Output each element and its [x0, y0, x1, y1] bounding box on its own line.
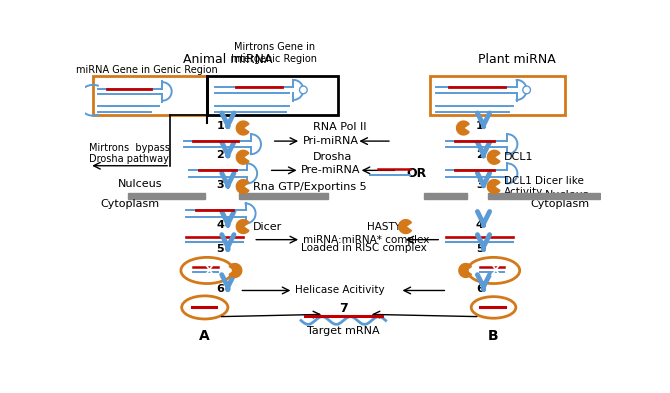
- Text: Mirtrons Gene in
Intergenic Region: Mirtrons Gene in Intergenic Region: [231, 42, 317, 64]
- Text: OR: OR: [407, 167, 427, 180]
- Bar: [128, 193, 205, 199]
- Wedge shape: [456, 121, 469, 135]
- Bar: [424, 193, 466, 199]
- Wedge shape: [399, 220, 411, 233]
- Text: Animal miRNA: Animal miRNA: [183, 53, 273, 66]
- Text: 5: 5: [476, 244, 484, 254]
- Circle shape: [299, 86, 307, 94]
- Text: RNA Pol II: RNA Pol II: [313, 122, 366, 132]
- Text: Dicer: Dicer: [253, 222, 282, 231]
- Text: Cytoplasm: Cytoplasm: [100, 199, 160, 209]
- Text: Mirtrons  bypass
Drosha pathway: Mirtrons bypass Drosha pathway: [89, 143, 170, 164]
- Text: Nucleus: Nucleus: [545, 190, 590, 200]
- Text: Plant miRNA: Plant miRNA: [478, 53, 555, 66]
- Text: miRNA:miRNA* complex: miRNA:miRNA* complex: [303, 235, 429, 245]
- Text: 2: 2: [476, 151, 484, 160]
- Text: DCL1: DCL1: [504, 152, 533, 162]
- Text: 2: 2: [216, 151, 224, 160]
- Text: miRNA Gene in Genic Region: miRNA Gene in Genic Region: [76, 65, 218, 75]
- Bar: [207, 76, 338, 115]
- Wedge shape: [487, 180, 500, 193]
- Wedge shape: [229, 264, 242, 277]
- Wedge shape: [487, 151, 500, 164]
- Text: B: B: [488, 329, 499, 343]
- Bar: [93, 76, 207, 115]
- Text: Loaded in RISC complex: Loaded in RISC complex: [301, 243, 427, 253]
- Text: Rna GTP/Exportins 5: Rna GTP/Exportins 5: [253, 182, 366, 191]
- Text: 5: 5: [216, 244, 224, 254]
- Text: 6: 6: [476, 284, 484, 294]
- Text: 7: 7: [339, 302, 348, 315]
- Text: HASTY: HASTY: [367, 222, 401, 231]
- Wedge shape: [237, 180, 249, 193]
- Text: Pri-miRNA: Pri-miRNA: [303, 136, 358, 146]
- Wedge shape: [237, 121, 249, 135]
- Text: 4: 4: [476, 220, 484, 230]
- Text: Helicase Acitivity: Helicase Acitivity: [295, 285, 385, 296]
- Text: Drosha: Drosha: [313, 151, 352, 162]
- Text: 3: 3: [476, 180, 484, 189]
- Text: A: A: [200, 329, 210, 343]
- Text: Target mRNA: Target mRNA: [307, 326, 380, 336]
- Text: 6: 6: [216, 284, 224, 294]
- Wedge shape: [459, 264, 472, 277]
- Text: 1: 1: [216, 121, 224, 131]
- Bar: [239, 193, 328, 199]
- Text: 3: 3: [216, 180, 224, 189]
- Text: Nulceus: Nulceus: [118, 179, 162, 189]
- Bar: [430, 76, 565, 115]
- Wedge shape: [237, 151, 249, 164]
- Bar: [488, 193, 600, 199]
- Text: Cytoplasm: Cytoplasm: [531, 199, 590, 209]
- Text: 4: 4: [216, 220, 224, 230]
- Circle shape: [523, 86, 531, 94]
- Text: DCL1 Dicer like
Activity: DCL1 Dicer like Activity: [504, 176, 584, 197]
- Text: 1: 1: [476, 121, 484, 131]
- Wedge shape: [237, 220, 249, 233]
- Text: Pre-miRNA: Pre-miRNA: [301, 165, 360, 175]
